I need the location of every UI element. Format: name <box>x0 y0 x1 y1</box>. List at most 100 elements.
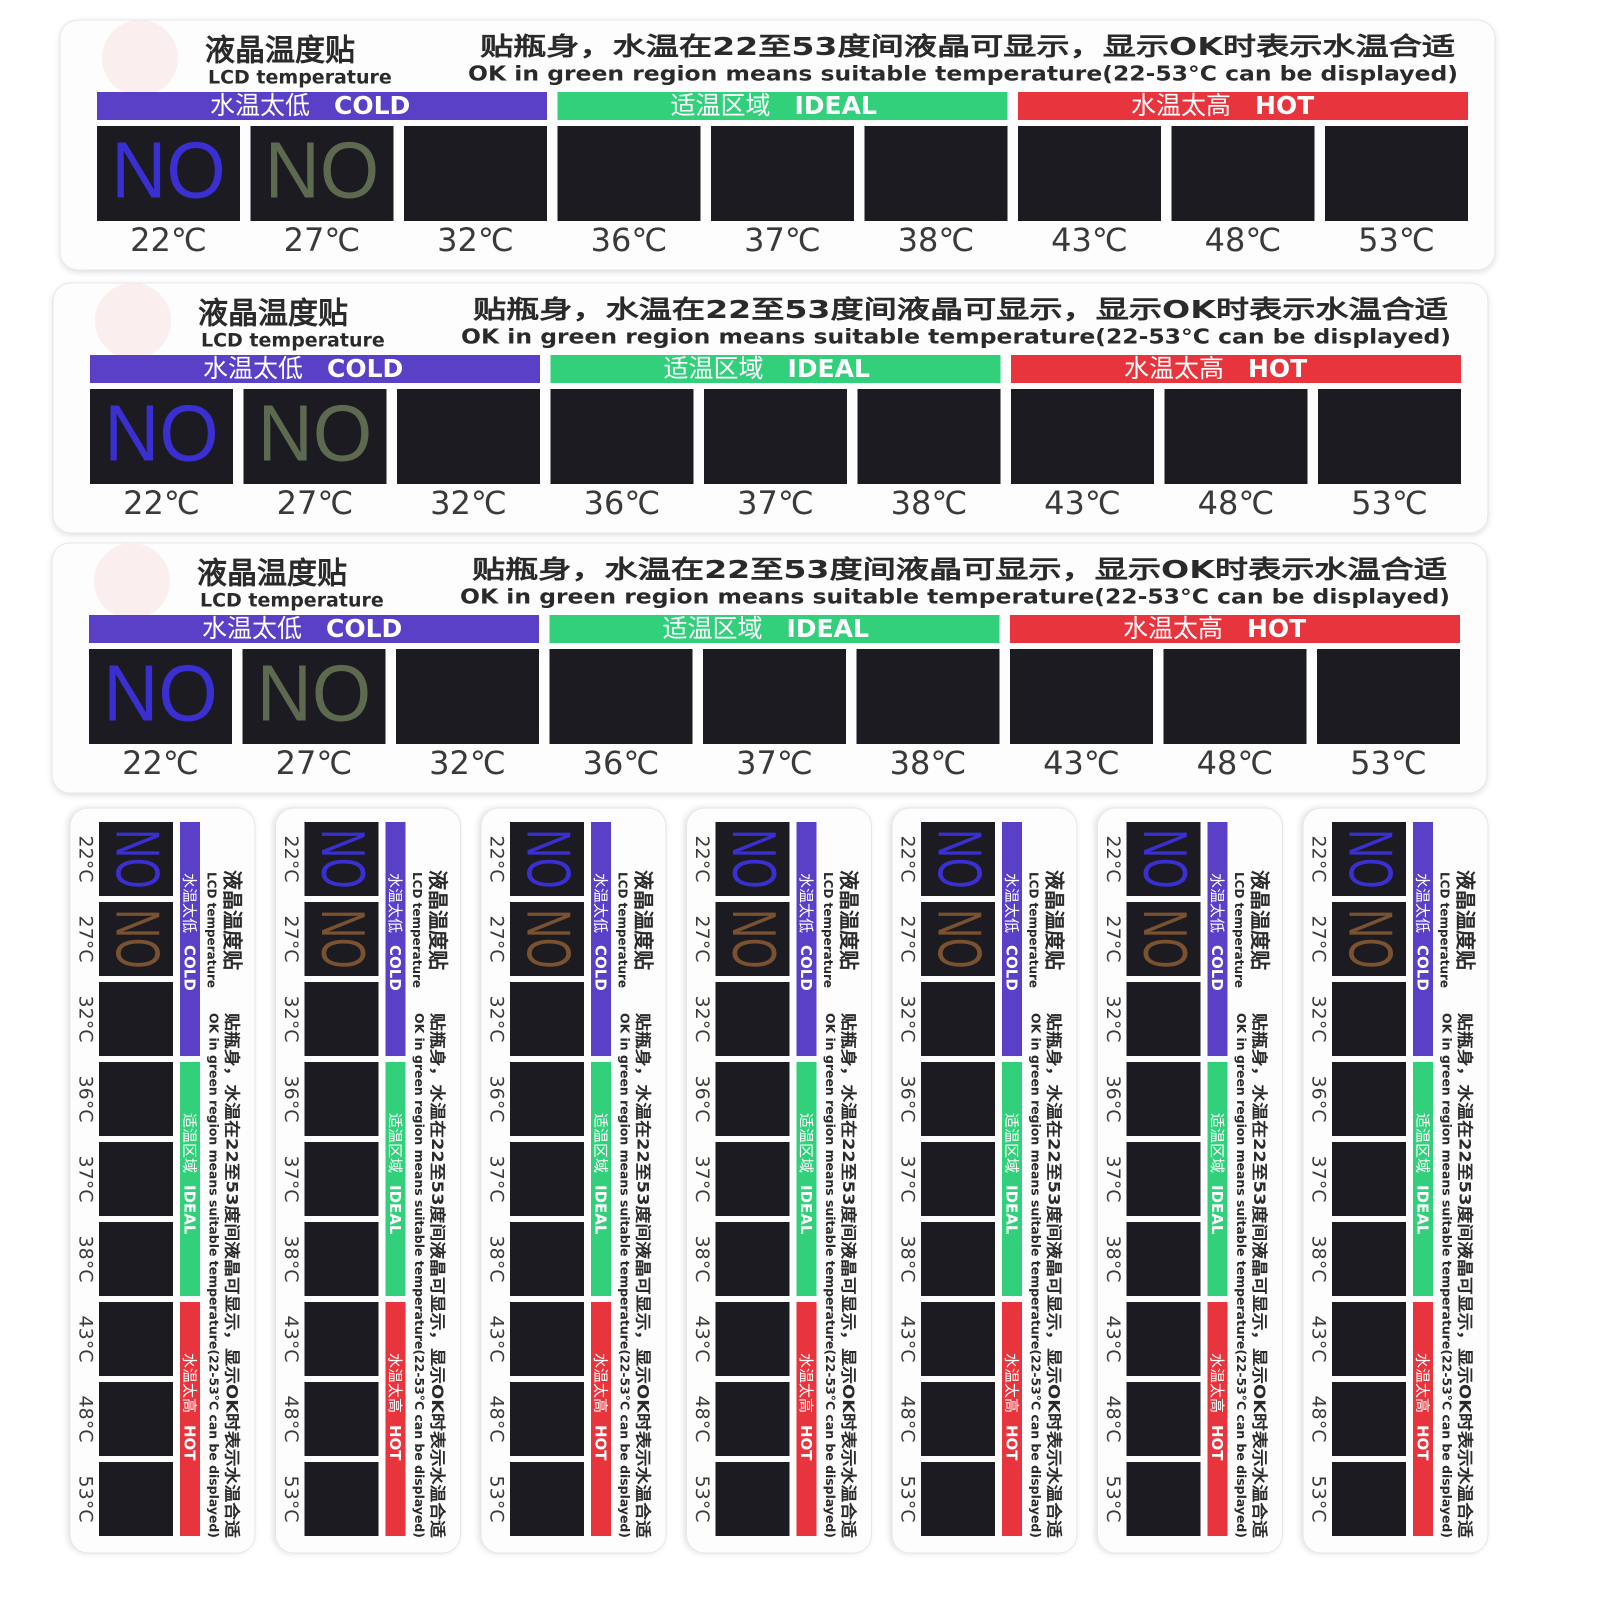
lcd-cell <box>510 982 584 1056</box>
lcd-cell <box>715 1062 790 1136</box>
zone-bar <box>1207 822 1228 1056</box>
zone-bar <box>89 615 539 643</box>
temperature-label: 53°C <box>280 1476 302 1523</box>
zone-label-en: COLD <box>326 614 402 643</box>
note-cn: 贴瓶身，水温在22至53度间液晶可显示，显示OK时表示水温合适 <box>480 32 1455 61</box>
zone-label-en: HOT <box>1247 614 1306 643</box>
zone-bar <box>180 1302 200 1536</box>
lcd-cell <box>397 389 540 484</box>
zone-bar <box>180 1062 200 1296</box>
zone-label-en: HOT <box>797 1425 815 1461</box>
lcd-cell <box>304 1462 379 1536</box>
lcd-cell <box>1010 649 1153 744</box>
temperature-label: 22°C <box>1308 836 1330 883</box>
temperature-label: 38°C <box>1308 1236 1330 1283</box>
temperature-label: 37℃ <box>744 221 821 259</box>
lcd-cell <box>1163 649 1307 744</box>
lcd-cell <box>1318 389 1461 484</box>
lcd-cell <box>1332 982 1406 1056</box>
temperature-label: 53℃ <box>1351 484 1428 522</box>
zone-bar <box>591 822 611 1056</box>
temperature-label: 36°C <box>897 1076 919 1123</box>
lcd-cell <box>1126 1302 1201 1376</box>
temperature-label: 32°C <box>1102 996 1124 1043</box>
temperature-label: 43℃ <box>1044 484 1121 522</box>
temperature-label: 38°C <box>1102 1236 1124 1283</box>
temperature-label: 37℃ <box>737 484 814 522</box>
lcd-cell <box>99 1062 173 1136</box>
zone-label-en: COLD <box>181 945 199 991</box>
lcd-cell <box>99 1462 173 1536</box>
temperature-label: 22°C <box>897 836 919 883</box>
lcd-cell <box>304 822 379 896</box>
lcd-cell <box>304 982 379 1056</box>
note-en: OK in green region means suitable temper… <box>1234 1013 1248 1538</box>
zone-label-en: COLD <box>334 91 410 120</box>
zone-bar <box>796 1062 817 1296</box>
lcd-cell <box>1126 982 1201 1056</box>
temperature-label: 37°C <box>691 1156 713 1203</box>
lcd-display: NO <box>265 126 379 215</box>
zone-label-cn: 适温区域 <box>663 354 763 383</box>
lcd-cell <box>99 982 173 1056</box>
temperature-label: 53°C <box>1308 1476 1330 1523</box>
lcd-cell <box>1332 1382 1406 1456</box>
zone-label-en: IDEAL <box>1003 1185 1021 1235</box>
lcd-cell <box>921 1222 995 1296</box>
lcd-cell <box>510 902 584 976</box>
temperature-label: 53℃ <box>1358 221 1435 259</box>
zone-bar <box>549 615 1000 643</box>
lcd-cell <box>864 126 1008 221</box>
lcd-cell <box>1164 389 1308 484</box>
zone-label-cn: 水温太低 <box>1003 873 1021 933</box>
temperature-label: 36°C <box>486 1076 508 1123</box>
lcd-display: NO <box>514 909 583 968</box>
lcd-cell <box>1126 1382 1201 1456</box>
lcd-display: NO <box>1130 829 1199 888</box>
lcd-cell <box>549 649 693 744</box>
lcd-cell <box>921 1302 995 1376</box>
zone-bar <box>180 822 200 1056</box>
temperature-label: 32°C <box>486 996 508 1043</box>
lcd-cell <box>304 1062 379 1136</box>
temperature-label: 37℃ <box>736 744 813 782</box>
lcd-cell <box>510 1302 584 1376</box>
lcd-cell <box>1332 1462 1406 1536</box>
temperature-label: 48°C <box>1102 1396 1124 1443</box>
temperature-label: 36°C <box>75 1076 97 1123</box>
zone-label-cn: 适温区域 <box>1414 1113 1432 1173</box>
lcd-cell <box>921 822 995 896</box>
zone-label-cn: 适温区域 <box>797 1113 815 1173</box>
lcd-cell <box>510 1222 584 1296</box>
lcd-cell <box>1332 1142 1406 1216</box>
temperature-label: 32°C <box>1308 996 1330 1043</box>
temperature-label: 38℃ <box>898 221 975 259</box>
zone-label-cn: 水温太高 <box>797 1353 815 1413</box>
title-cn: 液晶温度贴 <box>221 870 245 970</box>
temperature-label: 36℃ <box>583 744 660 782</box>
lcd-cell <box>715 982 790 1056</box>
lcd-cell <box>242 649 386 744</box>
lcd-cell <box>1018 126 1161 221</box>
temperature-label: 27°C <box>691 916 713 963</box>
note-cn: 贴瓶身，水温在22至53度间液晶可显示，显示OK时表示水温合适 <box>1250 1013 1269 1538</box>
temperature-label: 27°C <box>280 916 302 963</box>
note-en: OK in green region means suitable temper… <box>412 1013 426 1538</box>
temperature-label: 48°C <box>486 1396 508 1443</box>
lcd-cell <box>510 1462 584 1536</box>
temperature-label: 32°C <box>280 996 302 1043</box>
lcd-cell <box>703 649 846 744</box>
lcd-cell <box>1332 902 1406 976</box>
note-en: OK in green region means suitable temper… <box>1440 1013 1454 1538</box>
title-cn: 液晶温度贴 <box>837 870 861 970</box>
lcd-display: NO <box>103 829 172 888</box>
zone-label-cn: 水温太低 <box>203 354 303 383</box>
title-en: LCD temperature <box>1232 872 1246 988</box>
zone-label-cn: 适温区域 <box>670 91 770 120</box>
title-en: LCD temperature <box>821 872 835 988</box>
zone-label-cn: 水温太低 <box>386 873 404 933</box>
title-cn: 液晶温度贴 <box>426 870 450 970</box>
zone-bar <box>385 822 406 1056</box>
